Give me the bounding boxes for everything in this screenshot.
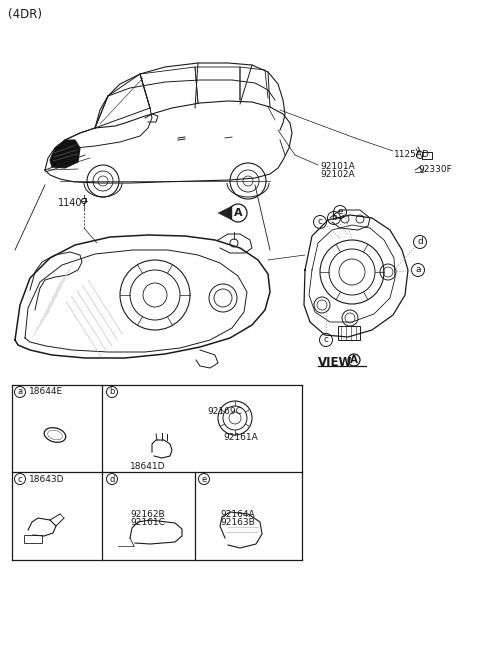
Text: e: e [202, 474, 206, 484]
Polygon shape [218, 206, 232, 220]
Polygon shape [50, 140, 80, 168]
Text: a: a [415, 265, 421, 275]
Text: 1125AD: 1125AD [394, 150, 430, 159]
Text: 92161C: 92161C [130, 518, 165, 527]
Text: VIEW: VIEW [318, 356, 352, 369]
Text: A: A [350, 355, 358, 365]
Text: a: a [17, 387, 23, 397]
Text: 92162B: 92162B [130, 510, 165, 519]
Text: 18644E: 18644E [29, 387, 63, 397]
Text: c: c [18, 474, 22, 484]
Text: 18643D: 18643D [29, 474, 64, 484]
Text: 92163B: 92163B [220, 518, 255, 527]
Text: 92101A: 92101A [320, 162, 355, 171]
Text: 92330F: 92330F [418, 165, 452, 174]
Text: d: d [417, 237, 423, 247]
Text: 18641D: 18641D [130, 462, 166, 471]
Text: (4DR): (4DR) [8, 8, 42, 21]
FancyBboxPatch shape [422, 152, 432, 159]
Text: b: b [331, 214, 337, 222]
Text: d: d [109, 474, 115, 484]
FancyBboxPatch shape [338, 326, 360, 340]
Text: 92169C: 92169C [207, 407, 242, 416]
Text: 11407: 11407 [58, 198, 89, 208]
Text: A: A [234, 208, 242, 218]
FancyBboxPatch shape [24, 535, 42, 543]
Text: 92164A: 92164A [220, 510, 254, 519]
Text: 92161A: 92161A [223, 433, 258, 442]
Text: c: c [317, 218, 323, 226]
Text: c: c [324, 336, 328, 344]
Text: e: e [337, 208, 343, 216]
Text: 92102A: 92102A [320, 170, 355, 179]
Text: b: b [109, 387, 115, 397]
